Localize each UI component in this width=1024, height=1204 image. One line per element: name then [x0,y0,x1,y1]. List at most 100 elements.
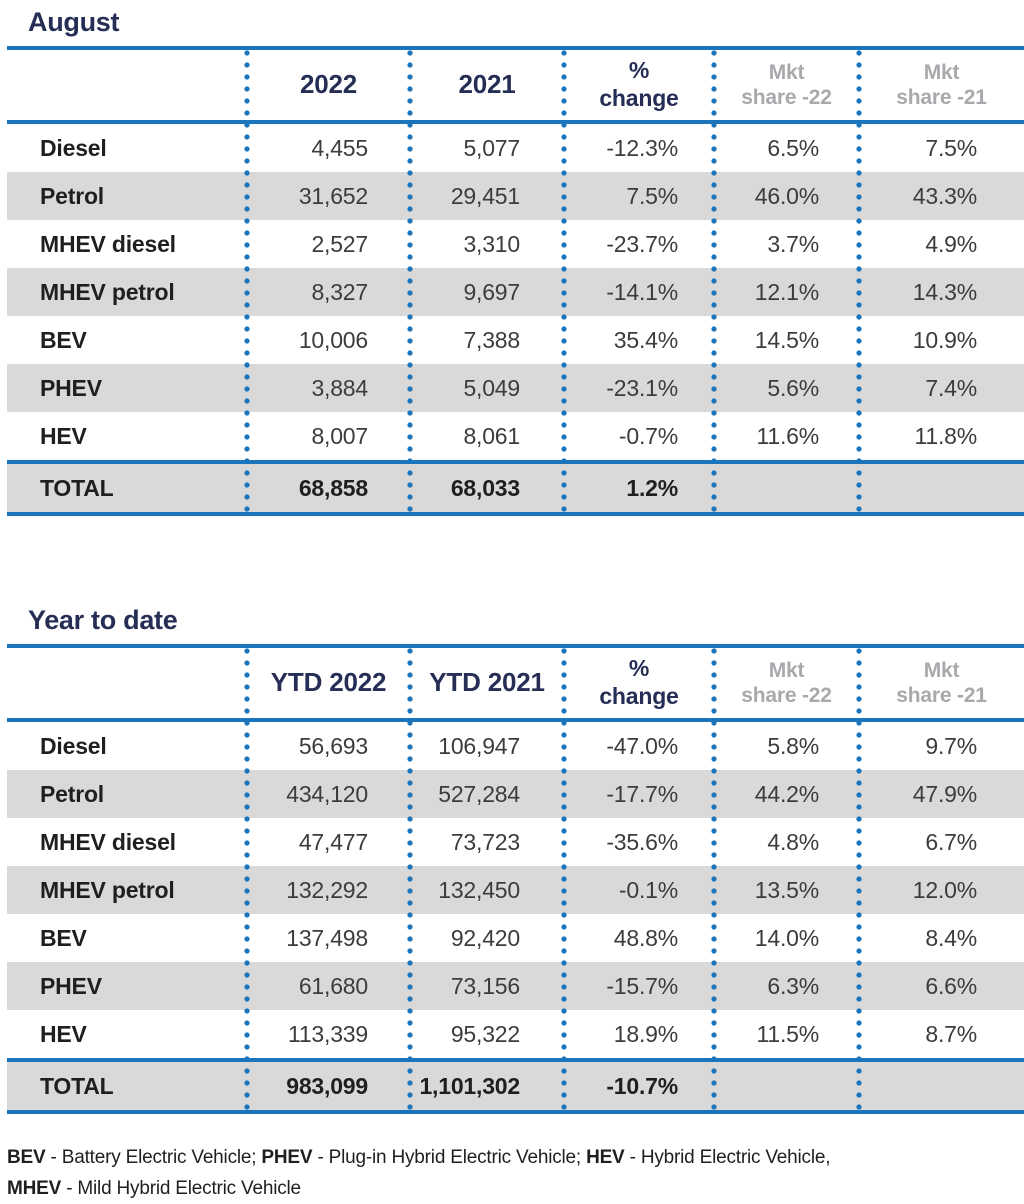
footnote-desc: - Plug-in Hybrid Electric Vehicle; [312,1147,587,1168]
table-header-row: YTD 2022 YTD 2021 % change Mkt share -22… [7,648,1024,718]
row-label: Petrol [40,182,104,209]
value-pct-change: -47.0% [606,732,678,759]
table-border-line [7,460,1024,464]
header-2022: 2022 [299,69,358,100]
table-row-petrol: Petrol 434,120 527,284 -17.7% 44.2% 47.9… [7,770,1024,818]
value-pct-change: -0.7% [618,422,678,449]
header-mkt-share-21: Mkt share -21 [896,60,987,109]
value-ytd-2021: 95,322 [450,1020,520,1047]
value-ytd-2021: 92,420 [450,924,520,951]
header-ytd-2021: YTD 2021 [429,667,545,698]
value-2022: 2,527 [311,230,368,257]
value-mkt-share-21: 8.7% [925,1020,977,1047]
footnote-term: BEV [7,1147,46,1168]
table-row-total: TOTAL 68,858 68,033 1.2% [7,464,1024,512]
value-2021: 5,077 [463,134,520,161]
row-label: TOTAL [40,474,114,501]
row-label: MHEV diesel [40,230,176,257]
value-pct-change: -14.1% [606,278,678,305]
value-2022: 10,006 [298,326,368,353]
header-pct-change: % change [599,57,679,111]
value-ytd-2022: 137,498 [286,924,368,951]
table-border-line [7,718,1024,722]
value-mkt-share-22: 5.8% [767,732,819,759]
value-pct-change: -15.7% [606,972,678,999]
value-pct-change: 35.4% [613,326,678,353]
value-mkt-share-22: 4.8% [767,828,819,855]
row-label: MHEV petrol [40,876,175,903]
table-row-petrol: Petrol 31,652 29,451 7.5% 46.0% 43.3% [7,172,1024,220]
table-border-line [7,512,1024,516]
row-label: PHEV [40,374,102,401]
header-mkt-share-22: Mkt share -22 [741,60,832,109]
value-ytd-2022: 61,680 [298,972,368,999]
value-pct-change: -23.7% [606,230,678,257]
footnote-term: HEV [586,1147,625,1168]
table-header-row: 2022 2021 % change Mkt share -22 Mkt sha… [7,50,1024,120]
row-label: Diesel [40,134,107,161]
value-mkt-share-21: 4.9% [925,230,977,257]
value-mkt-share-21: 43.3% [912,182,977,209]
value-pct-change: 48.8% [613,924,678,951]
value-2021: 9,697 [463,278,520,305]
table-row-mhev-diesel: MHEV diesel 2,527 3,310 -23.7% 3.7% 4.9% [7,220,1024,268]
table-row-diesel: Diesel 56,693 106,947 -47.0% 5.8% 9.7% [7,722,1024,770]
value-mkt-share-21: 10.9% [912,326,977,353]
value-mkt-share-21: 7.5% [925,134,977,161]
value-mkt-share-21: 47.9% [912,780,977,807]
value-mkt-share-21: 14.3% [912,278,977,305]
value-mkt-share-21: 11.8% [914,422,977,449]
value-ytd-2022: 47,477 [298,828,368,855]
value-ytd-2022: 113,339 [287,1020,368,1047]
value-ytd-2021: 106,947 [438,732,520,759]
value-mkt-share-21: 7.4% [925,374,977,401]
value-ytd-2021: 132,450 [438,876,520,903]
abbreviation-footnote: BEV - Battery Electric Vehicle; PHEV - P… [7,1142,1024,1204]
row-label: BEV [40,924,87,951]
value-pct-change: -17.7% [606,780,678,807]
section-title-year-to-date: Year to date [28,605,178,635]
footnote-desc: - Mild Hybrid Electric Vehicle [61,1178,301,1199]
value-ytd-2022: 983,099 [286,1072,368,1099]
value-pct-change: -0.1% [618,876,678,903]
value-mkt-share-22: 44.2% [754,780,819,807]
value-mkt-share-21: 12.0% [912,876,977,903]
value-ytd-2021: 73,723 [450,828,520,855]
row-label: PHEV [40,972,102,999]
table-border-line [7,46,1024,50]
header-pct-change: % change [599,655,679,709]
row-label: HEV [40,422,87,449]
table-row-phev: PHEV 61,680 73,156 -15.7% 6.3% 6.6% [7,962,1024,1010]
value-ytd-2022: 132,292 [286,876,368,903]
value-2021: 29,451 [450,182,520,209]
table-row-phev: PHEV 3,884 5,049 -23.1% 5.6% 7.4% [7,364,1024,412]
value-pct-change: -12.3% [606,134,678,161]
value-mkt-share-22: 46.0% [754,182,819,209]
footnote-term: MHEV [7,1178,62,1199]
table-row-total: TOTAL 983,099 1,101,302 -10.7% [7,1062,1024,1110]
value-2022: 3,884 [311,374,368,401]
table-border-line [7,1058,1024,1062]
value-2021: 7,388 [463,326,520,353]
value-ytd-2021: 527,284 [438,780,520,807]
table-border-line [7,120,1024,124]
value-mkt-share-22: 5.6% [767,374,819,401]
value-pct-change: 1.2% [626,474,678,501]
value-mkt-share-22: 13.5% [754,876,819,903]
value-2021: 8,061 [463,422,520,449]
row-label: TOTAL [40,1072,114,1099]
value-mkt-share-22: 11.5% [756,1020,819,1047]
value-mkt-share-22: 11.6% [756,422,819,449]
value-pct-change: -23.1% [606,374,678,401]
row-label: BEV [40,326,87,353]
footnote-desc: - Battery Electric Vehicle; [45,1147,262,1168]
row-label: Petrol [40,780,104,807]
value-mkt-share-22: 6.3% [767,972,819,999]
table-row-bev: BEV 10,006 7,388 35.4% 14.5% 10.9% [7,316,1024,364]
value-ytd-2022: 434,120 [286,780,368,807]
table-row-mhev-diesel: MHEV diesel 47,477 73,723 -35.6% 4.8% 6.… [7,818,1024,866]
row-label: MHEV diesel [40,828,176,855]
table-row-diesel: Diesel 4,455 5,077 -12.3% 6.5% 7.5% [7,124,1024,172]
table-row-mhev-petrol: MHEV petrol 132,292 132,450 -0.1% 13.5% … [7,866,1024,914]
